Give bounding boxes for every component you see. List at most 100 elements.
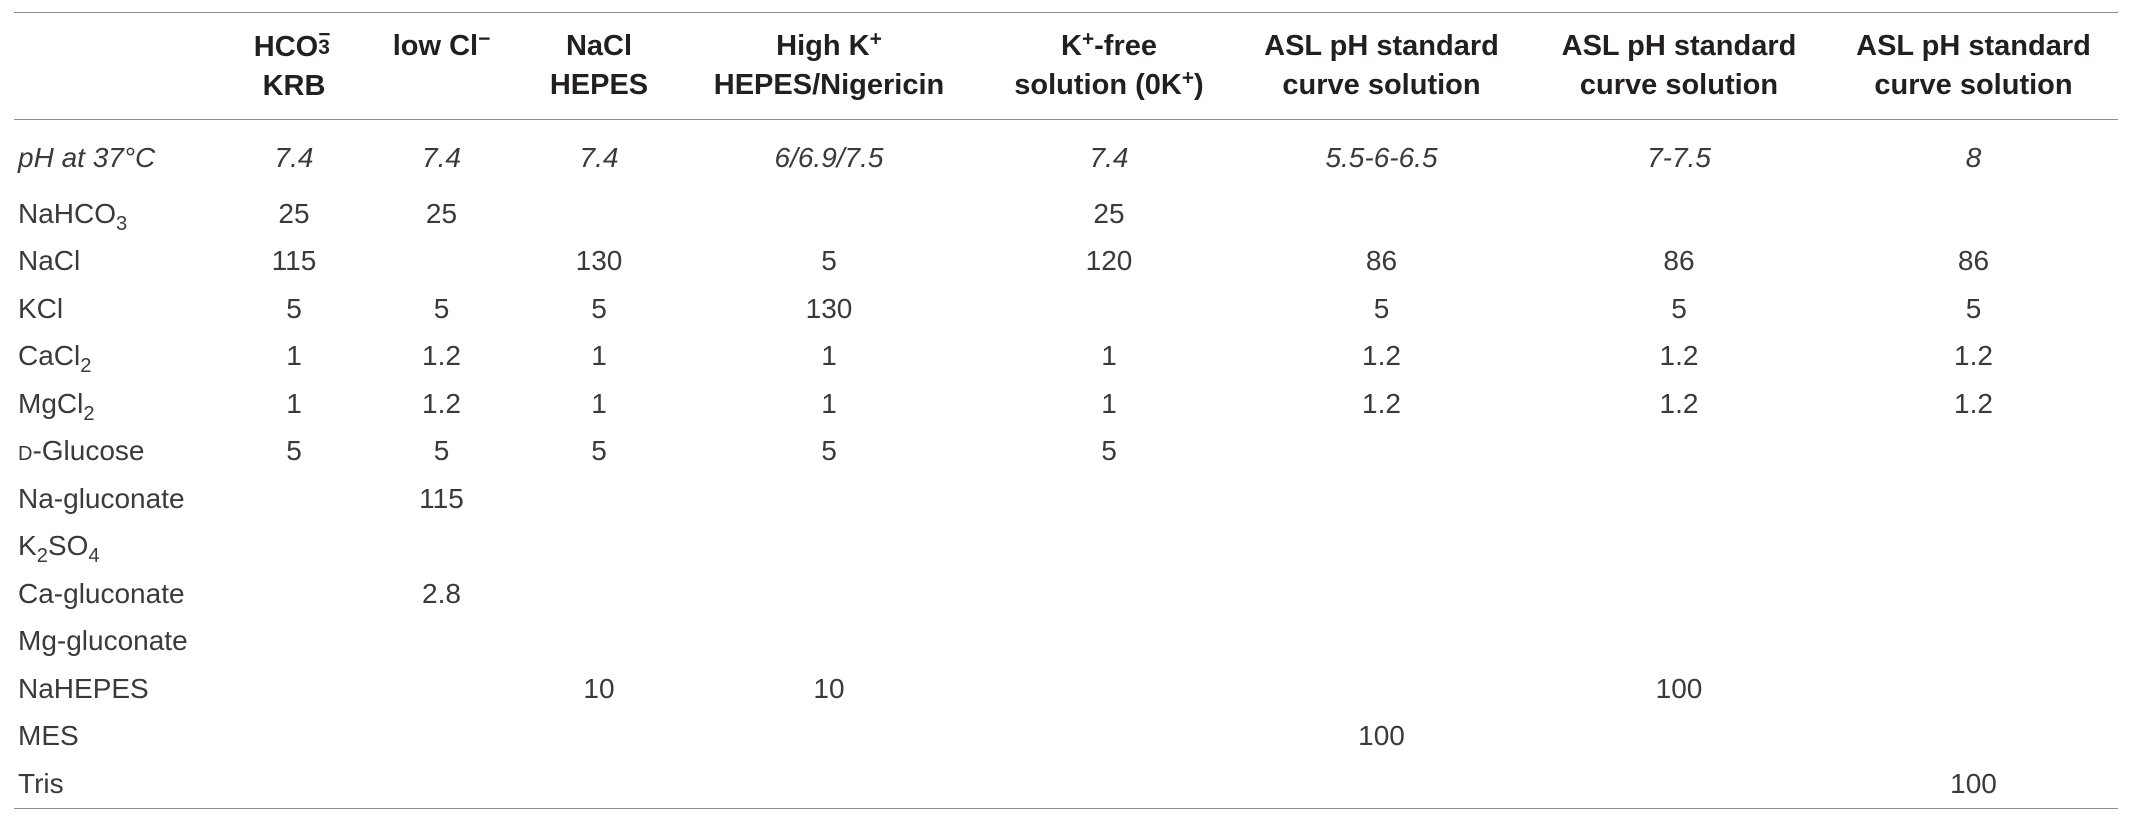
table-cell <box>674 475 984 523</box>
table-cell <box>674 618 984 666</box>
table-cell: 6/6.9/7.5 <box>774 142 884 173</box>
table-cell: 5 <box>591 292 607 324</box>
row-label: CaCl2 <box>14 333 229 381</box>
row-label: d-Glucose <box>14 428 229 476</box>
row-label-text: MES <box>18 720 79 752</box>
header-asl-3-line2: curve solution <box>1874 69 2073 101</box>
table-row: pH at 37°C 7.4 7.4 7.4 6/6.9/7.5 7.4 5.5-6-6.5… <box>14 120 2118 191</box>
table-cell: 100 <box>1655 672 1703 704</box>
header-low-cl-sup: − <box>478 27 491 51</box>
table-cell <box>1234 760 1529 808</box>
table-cell: 10 <box>813 672 845 704</box>
row-label-text: -Glucose <box>32 435 145 467</box>
header-asl-2: ASL pH standard curve solution <box>1529 13 1829 120</box>
table-cell <box>524 713 674 761</box>
header-asl-3-line1: ASL pH standard <box>1856 30 2091 62</box>
table-cell <box>1829 713 2118 761</box>
row-label-text: NaHEPES <box>18 672 149 704</box>
header-nacl-line1: NaCl <box>565 30 633 62</box>
table-cell <box>1829 475 2118 523</box>
table-cell <box>1234 570 1529 618</box>
table-cell: 5 <box>821 435 837 467</box>
table-cell <box>359 618 524 666</box>
table-cell: 5 <box>1101 435 1117 467</box>
table-row: d-Glucose 5 5 5 5 5 <box>14 428 2118 476</box>
table-cell <box>359 665 524 713</box>
table-cell <box>524 570 674 618</box>
row-label: Na-gluconate <box>14 475 229 523</box>
table-cell <box>1529 428 1829 476</box>
row-label-text: Mg-gluconate <box>18 625 188 657</box>
table-cell <box>229 713 359 761</box>
header-asl-2-line1: ASL pH standard <box>1561 30 1797 62</box>
header-row: HCO −3 KRB low Cl− NaCl HEPES High K+ HEP… <box>14 12 2118 120</box>
row-label-prefix: K <box>18 530 37 562</box>
table-cell: 1 <box>1101 387 1117 419</box>
table-cell: 1.2 <box>1954 387 1993 419</box>
row-label: MgCl2 <box>14 380 229 428</box>
table-cell: 5 <box>433 292 450 324</box>
row-label: Mg-gluconate <box>14 618 229 666</box>
table-cell: 130 <box>575 245 623 277</box>
row-label: KCl <box>14 285 229 333</box>
table-cell <box>1234 665 1529 713</box>
table-cell <box>229 618 359 666</box>
table-cell: 5 <box>286 435 302 467</box>
table-cell <box>1529 475 1829 523</box>
table-cell <box>674 570 984 618</box>
table-cell <box>1529 523 1829 571</box>
header-high-k-line1: High K <box>776 30 870 62</box>
table-cell <box>229 523 359 571</box>
row-label: Ca-gluconate <box>14 570 229 618</box>
header-hco3-sup: − <box>318 22 331 46</box>
header-low-cl-text: low Cl <box>392 30 479 62</box>
table-cell: 1 <box>821 340 837 372</box>
header-stub <box>14 13 229 120</box>
table-row: CaCl2 1 1.2 1 1 1 1.2 1.2 1.2 <box>14 333 2118 381</box>
table-cell: 25 <box>425 197 458 229</box>
header-hco3-krb: HCO −3 KRB <box>229 13 359 120</box>
table-cell <box>1529 618 1829 666</box>
header-asl-2-line2: curve solution <box>1579 69 1779 101</box>
table-cell: 25 <box>278 197 310 229</box>
header-hco3-supsub: −3 <box>318 22 334 60</box>
table-cell: 5 <box>591 435 607 467</box>
row-label: MES <box>14 713 229 761</box>
table-cell <box>229 665 359 713</box>
row-label-text: pH at 37°C <box>18 142 156 173</box>
table-row: KCl 5 5 5 130 5 5 5 <box>14 285 2118 333</box>
table-cell <box>359 713 524 761</box>
table-cell <box>984 475 1234 523</box>
table-cell: 100 <box>1358 720 1405 752</box>
table-row: MgCl2 1 1.2 1 1 1 1.2 1.2 1.2 <box>14 380 2118 428</box>
header-k-free-post: -free <box>1094 30 1157 62</box>
table-cell <box>674 190 984 238</box>
table-cell: 130 <box>805 292 853 324</box>
table-row: K2SO4 <box>14 523 2118 571</box>
table-cell: 1.2 <box>1362 387 1401 419</box>
table-cell <box>524 523 674 571</box>
header-nacl-line2: HEPES <box>549 69 649 101</box>
table-cell <box>1234 475 1529 523</box>
table-cell <box>1829 618 2118 666</box>
header-asl-1-line2: curve solution <box>1282 69 1481 101</box>
header-low-cl: low Cl− <box>359 13 524 120</box>
table-cell <box>229 475 359 523</box>
header-hco3-sub: 3 <box>318 36 330 60</box>
table-cell <box>1829 428 2118 476</box>
table-cell: 5 <box>433 435 450 467</box>
table-cell <box>984 523 1234 571</box>
row-label: NaCl <box>14 238 229 286</box>
table-cell: 2.8 <box>422 577 461 609</box>
table-cell: 25 <box>1093 197 1125 229</box>
table-cell <box>359 238 524 286</box>
header-asl-3: ASL pH standard curve solution <box>1829 13 2118 120</box>
table-row: Mg-gluconate <box>14 618 2118 666</box>
table-cell <box>674 713 984 761</box>
table-cell <box>524 190 674 238</box>
row-label: NaHCO3 <box>14 190 229 238</box>
table-cell: 86 <box>1365 245 1398 277</box>
table-cell <box>674 760 984 808</box>
table-cell: 5 <box>821 245 837 277</box>
row-label: NaHEPES <box>14 665 229 713</box>
